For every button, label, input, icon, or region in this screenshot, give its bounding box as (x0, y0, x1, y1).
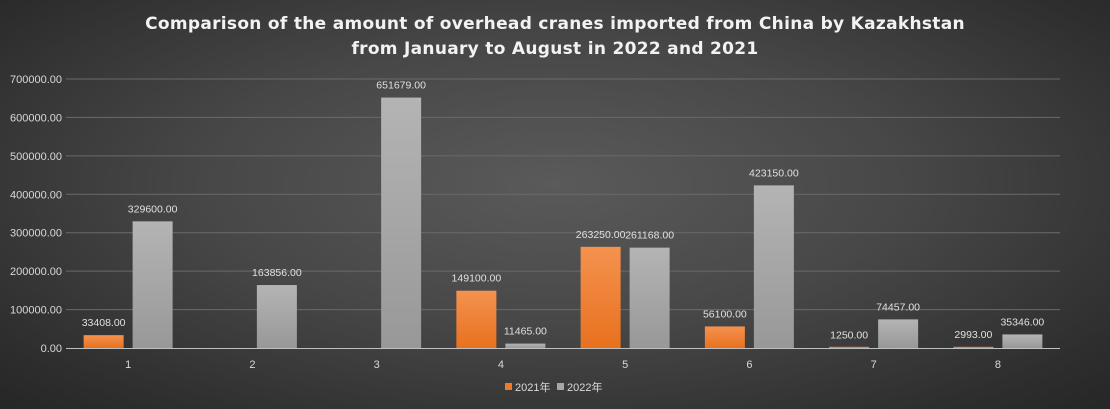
x-tick-label: 2 (249, 359, 255, 371)
legend-label: 2022年 (567, 380, 602, 394)
data-label: 1250.00 (830, 330, 868, 342)
y-tick-label: 0.00 (41, 343, 62, 355)
data-label: 33408.00 (82, 317, 126, 329)
bar-2022年-6 (753, 185, 794, 348)
y-tick-label: 300000.00 (10, 228, 62, 240)
legend-swatch-2022年 (557, 383, 564, 390)
bar-2021年-8 (953, 346, 994, 348)
chart-title: Comparison of the amount of overhead cra… (0, 12, 1110, 62)
data-label: 74457.00 (876, 301, 920, 313)
x-tick-label: 6 (746, 359, 752, 371)
bar-2022年-7 (878, 319, 919, 348)
bar-2022年-8 (1002, 334, 1043, 348)
data-label: 263250.00 (576, 229, 626, 241)
data-label: 2993.00 (954, 329, 992, 341)
bar-2022年-4 (505, 343, 546, 348)
chart-title-line-1: Comparison of the amount of overhead cra… (145, 14, 965, 34)
data-label: 149100.00 (452, 273, 502, 285)
bar-2022年-3 (381, 97, 422, 349)
bar-2021年-6 (704, 326, 745, 348)
y-tick-label: 700000.00 (10, 74, 62, 86)
bar-2022年-2 (256, 285, 297, 348)
y-tick-label: 500000.00 (10, 151, 62, 163)
bar-2021年-5 (580, 246, 621, 348)
data-label: 11465.00 (504, 326, 547, 338)
data-label: 163856.00 (252, 267, 302, 279)
x-tick-label: 5 (622, 359, 628, 371)
y-tick-label: 600000.00 (10, 112, 62, 124)
data-label: 35346.00 (1000, 316, 1044, 328)
x-tick-label: 4 (498, 359, 504, 371)
y-tick-label: 100000.00 (10, 305, 62, 317)
data-label: 56100.00 (703, 308, 747, 320)
x-tick-label: 7 (871, 359, 877, 371)
data-label: 261168.00 (625, 230, 674, 242)
data-label: 423150.00 (749, 167, 799, 179)
x-tick-label: 3 (374, 359, 380, 371)
x-tick-label: 1 (125, 359, 131, 371)
y-tick-label: 200000.00 (10, 266, 62, 278)
bar-2021年-7 (829, 346, 870, 348)
x-tick-label: 8 (995, 359, 1001, 371)
bar-2021年-1 (83, 335, 124, 348)
bar-2021年-4 (456, 290, 497, 348)
y-tick-label: 400000.00 (10, 189, 62, 201)
data-label: 651679.00 (376, 80, 426, 92)
data-label: 329600.00 (128, 203, 178, 215)
chart-title-line-2: from January to August in 2022 and 2021 (351, 39, 759, 59)
legend-label: 2021年 (515, 380, 550, 394)
legend-swatch-2021年 (505, 383, 512, 390)
bar-2022年-5 (629, 247, 670, 348)
bar-2022年-1 (132, 221, 173, 348)
